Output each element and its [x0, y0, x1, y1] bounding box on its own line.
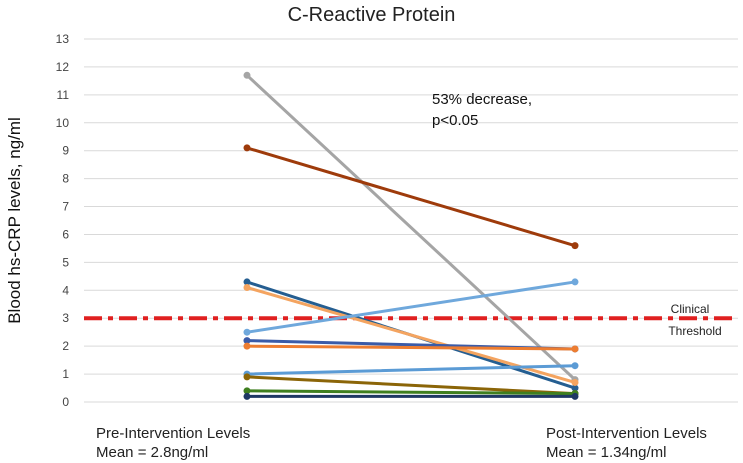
y-tick-label-5: 5: [62, 255, 69, 269]
series-10: [243, 392, 579, 400]
series-8-point-0: [243, 373, 251, 381]
series-6-point-1: [571, 345, 579, 353]
annotation-line2: p<0.05: [432, 112, 478, 129]
y-tick-label-11: 11: [57, 88, 70, 102]
series-4-point-1: [571, 278, 579, 286]
series-4-point-0: [243, 328, 251, 336]
y-tick-label-2: 2: [62, 339, 69, 353]
series-lines: [243, 71, 579, 400]
category-post-label: Post-Intervention Levels: [546, 425, 707, 442]
y-axis-label: Blood hs-CRP levels, ng/ml: [5, 117, 24, 324]
y-tick-label-7: 7: [62, 200, 69, 214]
threshold-label-line1: Clinical: [671, 302, 710, 316]
y-tick-label-6: 6: [62, 227, 69, 241]
y-tick-label-8: 8: [62, 172, 69, 186]
series-line-8: [245, 375, 577, 396]
series-line-1: [245, 146, 577, 248]
series-1-point-1: [571, 242, 579, 250]
series-1: [243, 144, 579, 250]
series-10-point-0: [243, 392, 251, 400]
series-5-point-0: [243, 337, 251, 345]
y-tick-label-1: 1: [62, 367, 69, 381]
series-line-9: [245, 389, 577, 396]
category-pre-label: Pre-Intervention Levels: [96, 425, 250, 442]
annotation-line1: 53% decrease,: [432, 91, 532, 108]
threshold-label-line2: Threshold: [668, 324, 721, 338]
series-6-point-0: [243, 342, 251, 350]
series-line-0: [245, 73, 577, 382]
clinical-threshold: Clinical Threshold: [84, 302, 738, 338]
category-post-mean: Mean = 1.34ng/ml: [546, 444, 667, 461]
series-4: [243, 278, 579, 336]
series-3-point-0: [243, 284, 251, 292]
y-tick-label-10: 10: [56, 116, 70, 130]
series-9-point-0: [243, 387, 251, 395]
series-line-4: [245, 280, 577, 334]
y-tick-label-4: 4: [62, 283, 69, 297]
chart-title: C-Reactive Protein: [287, 4, 456, 26]
series-0-point-0: [243, 71, 251, 79]
series-line-7: [245, 364, 577, 376]
category-pre-mean: Mean = 2.8ng/ml: [96, 444, 208, 461]
series-6: [243, 342, 579, 353]
series-2-point-0: [243, 278, 251, 286]
y-tick-label-9: 9: [62, 144, 69, 158]
series-7: [243, 362, 579, 378]
series-1-point-0: [243, 144, 251, 152]
y-tick-label-0: 0: [62, 395, 69, 409]
series-line-6: [245, 344, 577, 351]
series-5: [243, 337, 579, 353]
series-7-point-1: [571, 362, 579, 370]
y-tick-label-12: 12: [56, 60, 70, 74]
y-tick-label-13: 13: [56, 32, 70, 46]
series-2-point-1: [571, 384, 579, 392]
series-3-point-1: [571, 378, 579, 386]
y-tick-label-3: 3: [62, 311, 69, 325]
series-10-point-1: [571, 392, 579, 400]
